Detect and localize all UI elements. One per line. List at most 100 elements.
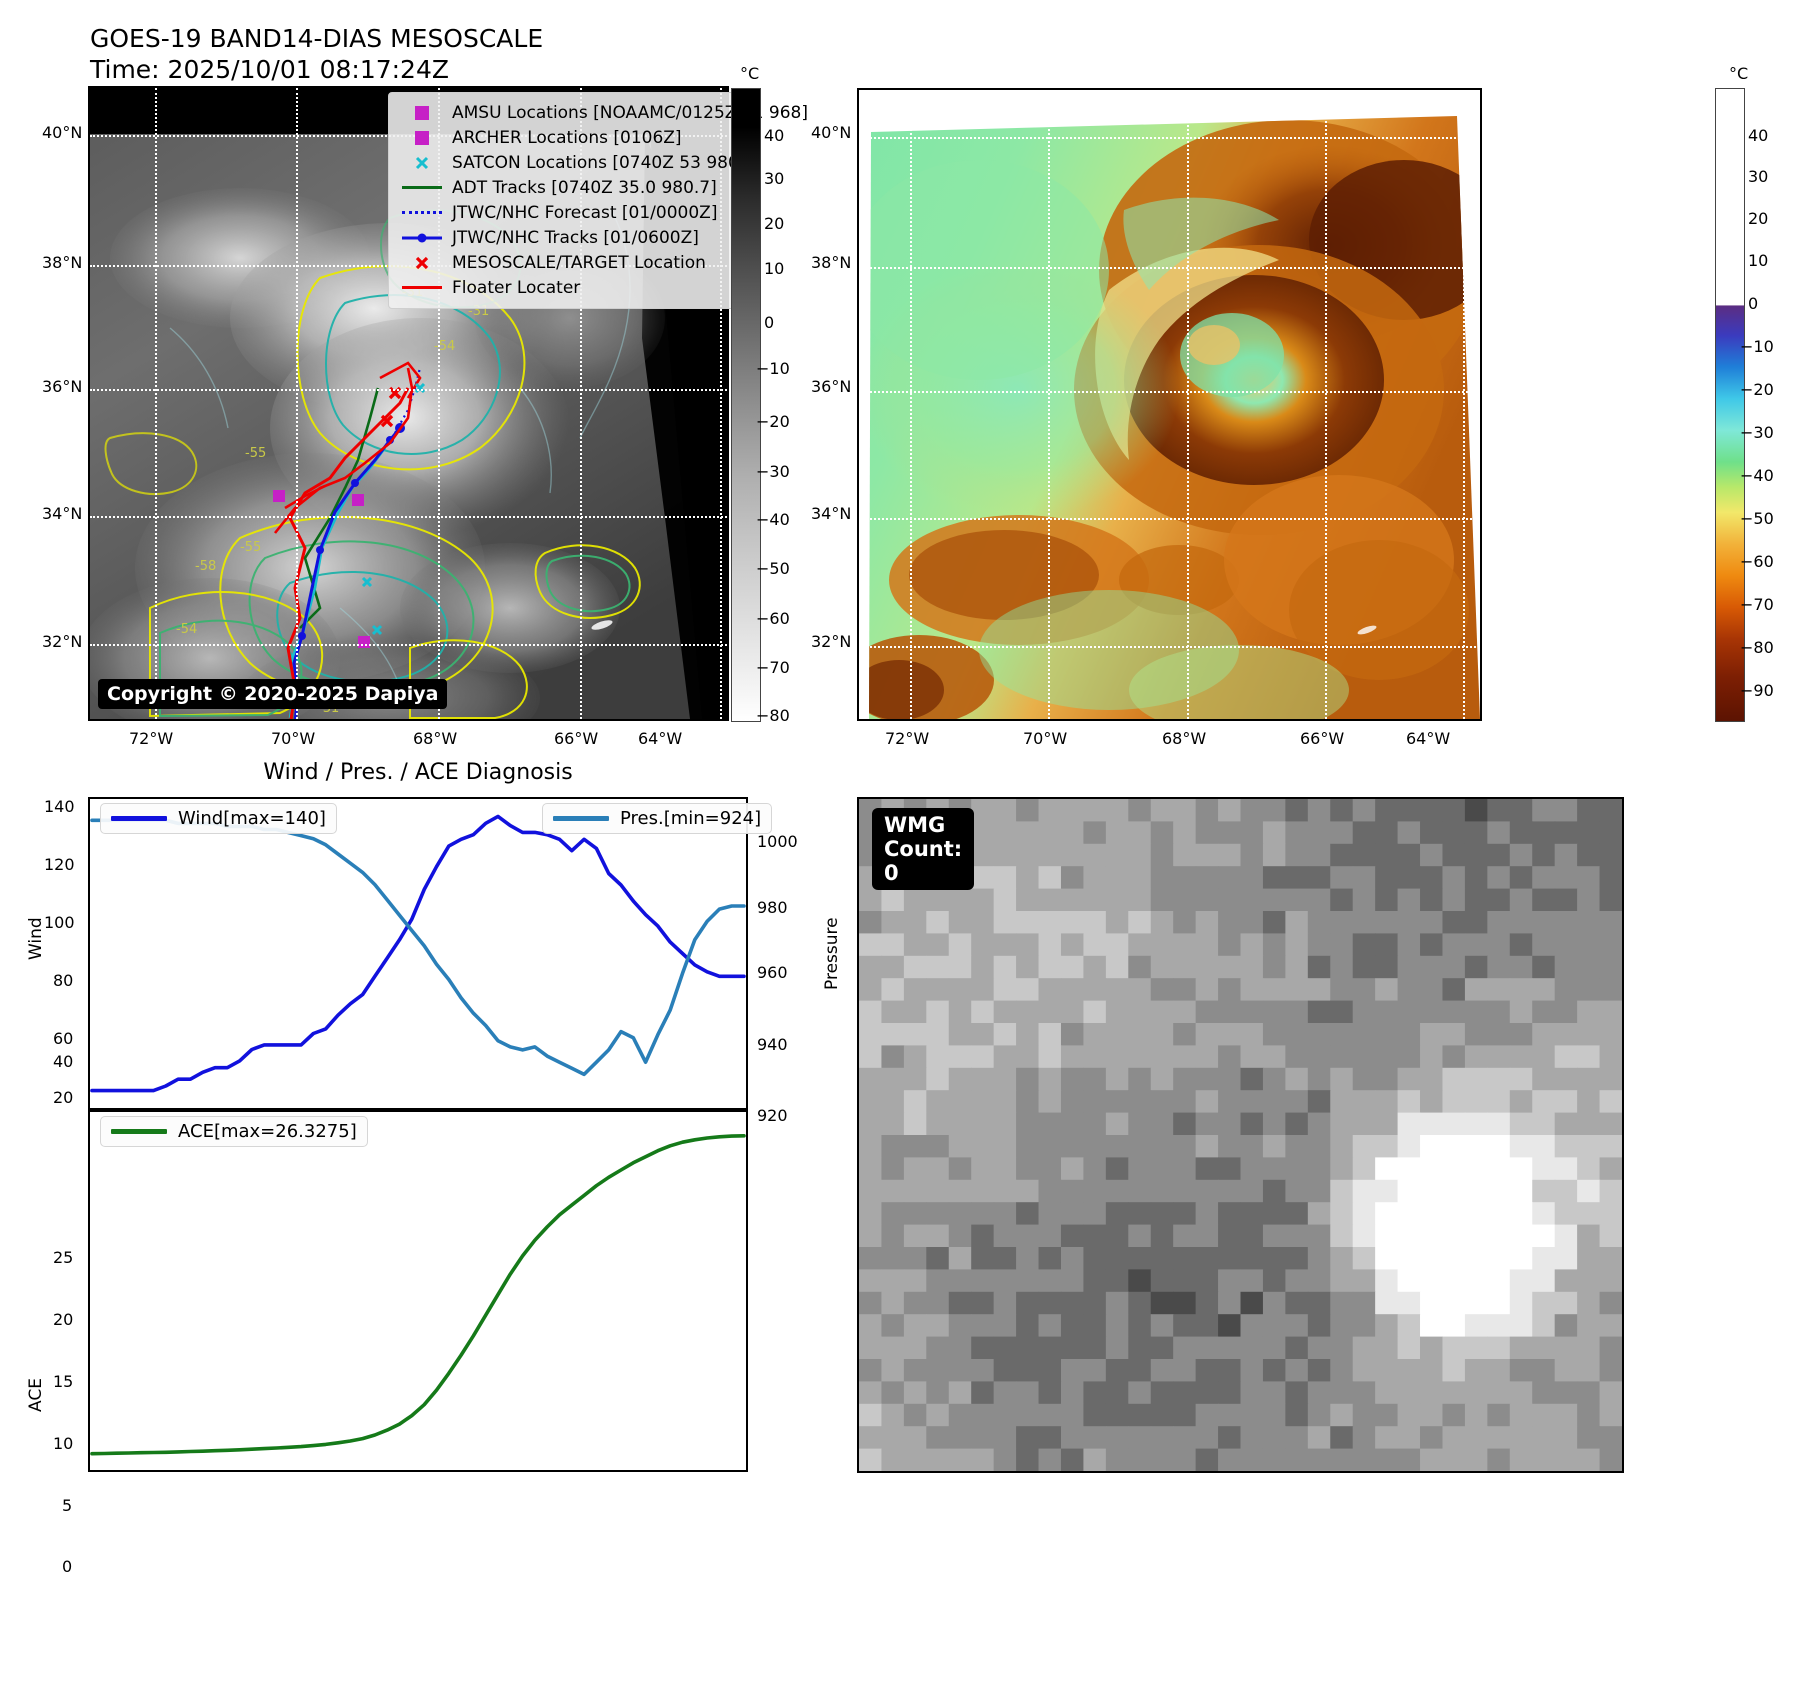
ir-cb-tick: 0 (764, 313, 775, 332)
square-icon (400, 130, 444, 145)
wv-gridline-lon68 (1187, 90, 1189, 719)
ir-lat-tick: 38°N (42, 253, 83, 272)
line-icon (400, 186, 444, 189)
ace-ytick: 25 (53, 1248, 74, 1267)
legend-item-amsu[interactable]: AMSU Locations [NOAAMC/0125Z 91 968] (400, 100, 808, 125)
ir-gridline-lat32 (90, 644, 727, 646)
wind-ytick: 80 (53, 971, 74, 990)
svg-text:-55: -55 (240, 540, 261, 555)
wind-axis-title: Wind (26, 917, 46, 960)
wind-pressure-plot (90, 814, 746, 1093)
wv-satellite-image (859, 90, 1480, 719)
pressure-axis-title: Pressure (822, 917, 842, 990)
ir-legend[interactable]: AMSU Locations [NOAAMC/0125Z 91 968] ARC… (388, 92, 808, 309)
wmg-count-badge: WMG Count: 0 (872, 808, 975, 890)
wv-cb-tick: −70 (1740, 595, 1774, 614)
wv-lon-tick: 68°W (1162, 729, 1207, 748)
ir-cb-tick: −30 (756, 462, 790, 481)
legend-item-mesoscale-target[interactable]: MESOSCALE/TARGET Location (400, 250, 730, 275)
ace-ytick: 0 (62, 1557, 73, 1576)
wv-cb-tick: 10 (1748, 251, 1769, 270)
wv-cb-tick: −60 (1740, 552, 1774, 571)
wv-colorbar-title: °C (1729, 64, 1749, 83)
pressure-legend[interactable]: Pres.[min=924] (542, 803, 773, 834)
wv-cb-tick: 0 (1748, 294, 1759, 313)
wv-gridline-lat32 (859, 646, 1480, 648)
wv-lon-tick: 66°W (1300, 729, 1345, 748)
ir-lon-tick: 64°W (638, 729, 683, 748)
legend-label: JTWC/NHC Forecast [01/0000Z] (452, 202, 718, 223)
wv-cb-tick: 20 (1748, 209, 1769, 228)
legend-item-adt-tracks[interactable]: ADT Tracks [0740Z 35.0 980.7] (400, 175, 730, 200)
ir-cb-tick: −80 (756, 706, 790, 725)
copyright-label: Copyright © 2020-2025 Dapiya (98, 679, 448, 709)
ir-cb-tick: 20 (764, 214, 785, 233)
wv-lon-tick: 64°W (1406, 729, 1451, 748)
legend-label: Floater Locater (452, 277, 581, 298)
ace-ytick: 10 (53, 1434, 74, 1453)
wv-lat-tick: 40°N (811, 123, 852, 142)
ir-gridline-lat36 (90, 389, 727, 391)
ir-title-line1: GOES-19 BAND14-DIAS MESOSCALE (90, 24, 544, 53)
pressure-ytick: 980 (757, 898, 788, 917)
square-icon (400, 105, 444, 120)
ace-plot (90, 1133, 746, 1456)
wv-lon-tick: 72°W (885, 729, 930, 748)
ace-ytick: 15 (53, 1372, 74, 1391)
wind-ytick: 100 (44, 913, 75, 932)
legend-item-satcon[interactable]: SATCON Locations [0740Z 53 980] (400, 150, 745, 175)
ir-lat-tick: 40°N (42, 123, 83, 142)
wind-ytick: 60 (53, 1029, 74, 1048)
wv-gridline-lon66 (1325, 90, 1327, 719)
ace-legend[interactable]: ACE[max=26.3275] (100, 1116, 368, 1147)
wv-lat-tick: 38°N (811, 253, 852, 272)
ir-gridline-lon68 (438, 88, 440, 719)
legend-item-jtwc-forecast[interactable]: JTWC/NHC Forecast [01/0000Z] (400, 200, 730, 225)
wv-gridline-lon64 (1463, 90, 1465, 719)
wv-cb-tick: −20 (1740, 380, 1774, 399)
ir-lat-tick: 32°N (42, 632, 83, 651)
pressure-ytick: 920 (757, 1106, 788, 1125)
svg-text:-54: -54 (176, 622, 197, 637)
ir-title-line2: Time: 2025/10/01 08:17:24Z (90, 55, 449, 84)
wmg-axes[interactable] (857, 797, 1624, 1473)
legend-label: ARCHER Locations [0106Z] (452, 127, 682, 148)
pressure-ytick: 1000 (757, 832, 798, 851)
legend-item-archer[interactable]: ARCHER Locations [0106Z] (400, 125, 730, 150)
ir-lon-tick: 72°W (129, 729, 174, 748)
wv-colorbar (1715, 88, 1745, 722)
ir-gridline-lon70 (296, 88, 298, 719)
ir-lon-tick: 70°W (271, 729, 316, 748)
ir-cb-tick: −70 (756, 658, 790, 677)
ir-cb-tick: 30 (764, 169, 785, 188)
wv-cb-tick: −40 (1740, 466, 1774, 485)
wind-ytick: 40 (53, 1052, 74, 1071)
wind-pressure-axes[interactable] (88, 797, 748, 1110)
ace-axes[interactable] (88, 1110, 748, 1472)
legend-label: SATCON Locations [0740Z 53 980] (452, 152, 746, 173)
ir-gridline-lon64 (720, 88, 722, 719)
dotted-line-icon (400, 211, 444, 214)
wind-legend[interactable]: Wind[max=140] (100, 803, 337, 834)
legend-item-floater-locater[interactable]: Floater Locater (400, 275, 730, 300)
wv-gridline-lon72 (910, 90, 912, 719)
x-mark-icon (400, 255, 444, 271)
wv-lat-tick: 34°N (811, 504, 852, 523)
wv-image-axes[interactable] (857, 88, 1482, 721)
wmg-grid-image (859, 799, 1622, 1471)
wv-cb-tick: 30 (1748, 167, 1769, 186)
wv-gridline-lat40 (859, 137, 1480, 139)
ace-legend-label: ACE[max=26.3275] (178, 1121, 357, 1142)
pressure-ytick: 960 (757, 963, 788, 982)
wv-gridline-lat38 (859, 267, 1480, 269)
wv-cb-tick: −80 (1740, 638, 1774, 657)
wind-ytick: 120 (44, 855, 75, 874)
legend-item-jtwc-tracks[interactable]: JTWC/NHC Tracks [01/0600Z] (400, 225, 730, 250)
wind-ytick: 20 (53, 1088, 74, 1107)
wv-lon-tick: 70°W (1023, 729, 1068, 748)
wv-cb-tick: −90 (1740, 681, 1774, 700)
legend-label: AMSU Locations [NOAAMC/0125Z 91 968] (452, 102, 808, 123)
ir-cb-tick: −50 (756, 559, 790, 578)
ir-cb-tick: 40 (764, 126, 785, 145)
svg-text:-58: -58 (195, 559, 216, 574)
